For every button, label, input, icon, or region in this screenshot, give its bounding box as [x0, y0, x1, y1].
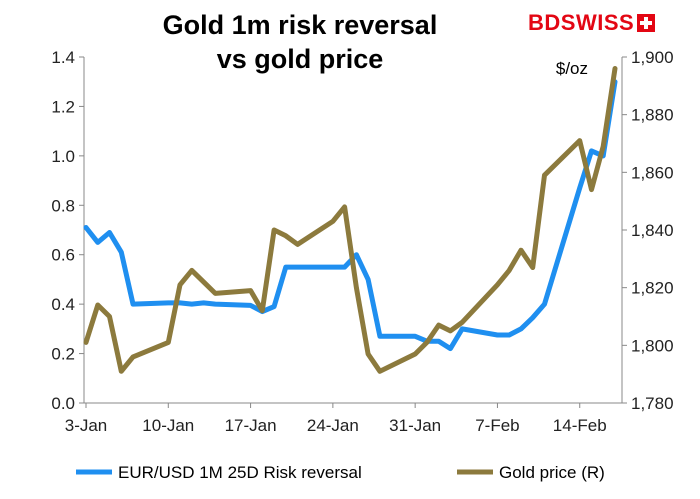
- logo-text: BDSWISS: [528, 10, 635, 35]
- y-left-tick-label: 0.2: [51, 345, 75, 364]
- series-line-risk-reversal: [83, 79, 618, 352]
- x-tick-label: 24-Jan: [307, 416, 359, 435]
- x-tick-label: 10-Jan: [142, 416, 194, 435]
- y-left-tick-label: 0.4: [51, 295, 75, 314]
- y-right-tick-label: 1,780: [631, 394, 674, 413]
- legend-label: Gold price (R): [499, 463, 605, 482]
- y-right-unit-label: $/oz: [556, 59, 588, 78]
- y-left-tick-label: 0.6: [51, 246, 75, 265]
- x-tick-label: 3-Jan: [65, 416, 108, 435]
- bdswiss-logo: BDSWISS: [528, 10, 656, 36]
- legend-label: EUR/USD 1M 25D Risk reversal: [118, 463, 362, 482]
- y-right-tick-label: 1,820: [631, 279, 674, 298]
- x-tick-label: 31-Jan: [389, 416, 441, 435]
- y-left-tick-label: 1.2: [51, 97, 75, 116]
- chart-title: Gold 1m risk reversal vs gold price: [150, 8, 450, 76]
- x-tick-label: 17-Jan: [225, 416, 277, 435]
- swiss-cross-icon: [637, 14, 656, 32]
- y-right-tick-label: 1,800: [631, 336, 674, 355]
- x-tick-label: 14-Feb: [553, 416, 607, 435]
- y-right-tick-label: 1,880: [631, 106, 674, 125]
- chart-title-line-2: vs gold price: [216, 44, 384, 74]
- y-left-tick-label: 1.0: [51, 147, 75, 166]
- y-right-tick-label: 1,900: [631, 48, 674, 67]
- y-left-tick-label: 1.4: [51, 48, 75, 67]
- series-line-gold-price: [83, 66, 618, 374]
- x-tick-label: 7-Feb: [475, 416, 519, 435]
- y-left-tick-label: 0.8: [51, 196, 75, 215]
- y-right-tick-label: 1,840: [631, 221, 674, 240]
- y-left-tick-label: 0.0: [51, 394, 75, 413]
- chart-title-line-1: Gold 1m risk reversal: [162, 10, 438, 40]
- y-right-tick-label: 1,860: [631, 163, 674, 182]
